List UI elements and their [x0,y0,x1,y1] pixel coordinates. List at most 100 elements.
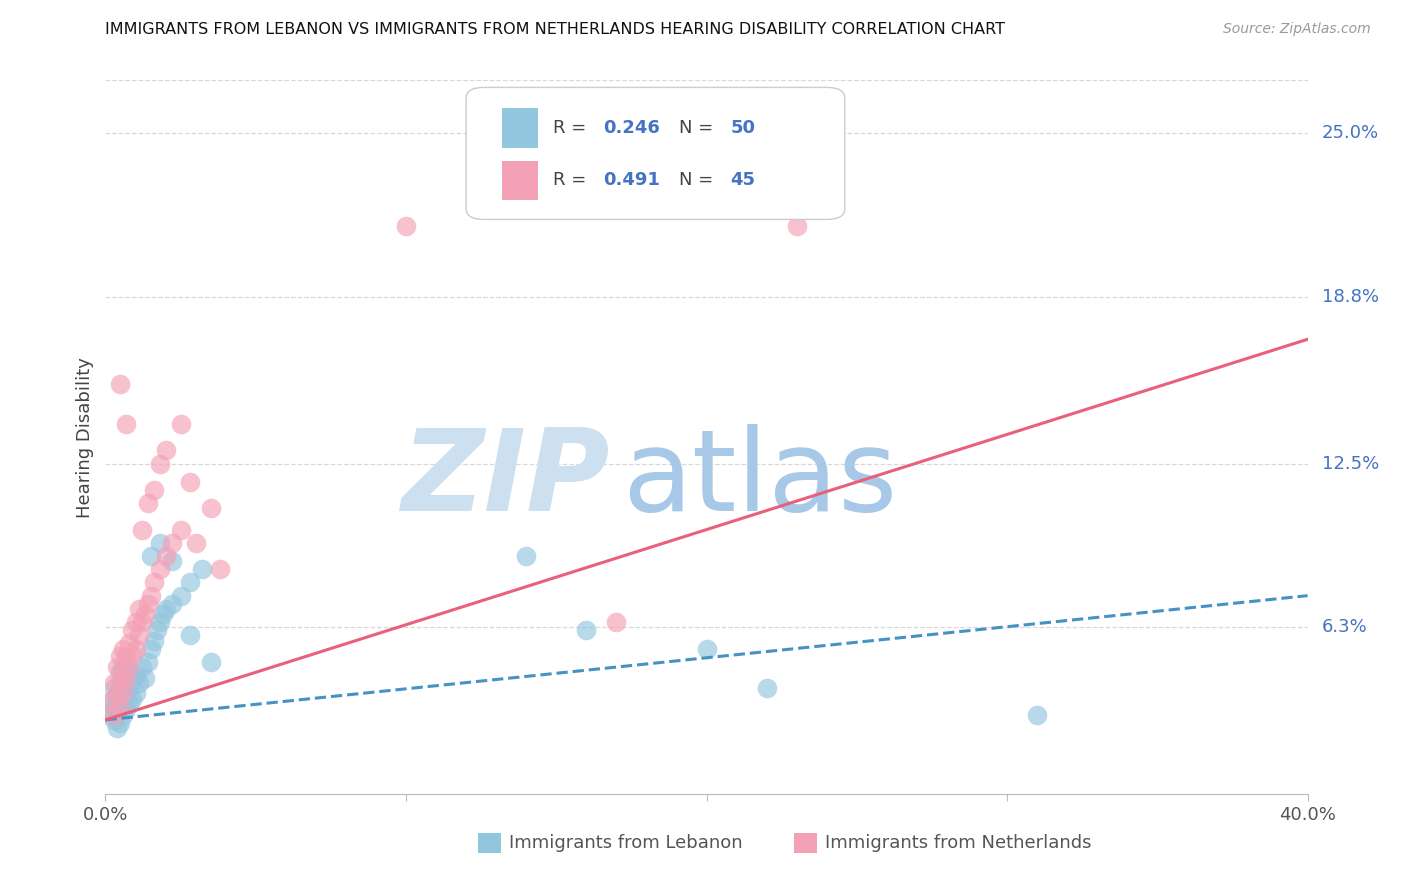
Point [128,628,150,642]
Point [148,457,170,471]
Point [112,694,135,708]
Point [160,536,183,550]
Point [118,681,141,695]
Point [118,697,141,711]
Point [121,623,143,637]
Point [136,655,159,669]
Point [155,443,177,458]
Point [115,649,138,664]
Point [200,655,222,669]
Point [115,702,138,716]
Point [190,562,212,576]
Point [148,536,170,550]
Text: atlas: atlas [623,425,897,535]
Point [136,496,159,510]
Point [179,628,201,642]
Point [169,589,191,603]
Point [160,597,183,611]
Point [118,636,141,650]
Text: 0.246: 0.246 [603,120,659,137]
Point [115,686,138,700]
FancyBboxPatch shape [465,87,845,219]
Text: R =: R = [553,171,592,189]
Point [755,681,778,695]
Point [115,417,138,431]
Point [148,562,170,576]
Point [124,641,146,656]
Point [169,523,191,537]
Point [115,673,138,688]
Point [145,623,167,637]
Point [515,549,537,563]
Point [131,615,153,629]
Point [103,676,125,690]
Text: 6.3%: 6.3% [1322,618,1368,636]
Point [110,699,132,714]
Point [100,694,122,708]
Text: 45: 45 [731,171,755,189]
Point [110,377,132,392]
Point [148,615,170,629]
Text: ZIP: ZIP [402,425,610,535]
Text: 0.491: 0.491 [603,171,659,189]
Point [110,681,132,695]
Point [142,633,165,648]
Point [112,660,135,674]
Point [100,694,122,708]
Point [112,686,135,700]
Point [179,575,201,590]
Text: 12.5%: 12.5% [1322,455,1379,473]
Point [107,686,129,700]
Point [786,219,808,233]
Point [696,641,718,656]
Point [107,660,129,674]
Point [112,663,135,677]
Point [110,673,132,688]
Point [139,589,162,603]
Text: 50: 50 [731,120,755,137]
Point [107,721,129,735]
Point [139,641,162,656]
Text: R =: R = [553,120,592,137]
Point [142,483,165,497]
Text: Immigrants from Lebanon: Immigrants from Lebanon [509,834,742,852]
Point [107,686,129,700]
Point [131,523,153,537]
Point [121,691,143,706]
Point [134,671,156,685]
Point [575,623,598,637]
Point [110,699,132,714]
Point [118,663,141,677]
FancyBboxPatch shape [502,109,538,148]
Point [124,686,146,700]
Point [103,681,125,695]
Point [103,699,125,714]
Point [1026,707,1049,722]
Point [169,417,191,431]
Text: N =: N = [679,171,718,189]
Point [112,707,135,722]
Point [179,475,201,489]
Text: 25.0%: 25.0% [1322,124,1379,142]
Point [155,549,177,563]
Point [152,607,174,622]
Point [200,501,222,516]
FancyBboxPatch shape [502,161,538,200]
Point [134,607,156,622]
Point [124,615,146,629]
Point [110,649,132,664]
Point [124,668,146,682]
Point [139,549,162,563]
Point [395,219,418,233]
Point [155,602,177,616]
Point [103,707,125,722]
Point [128,676,150,690]
Point [128,602,150,616]
Point [115,668,138,682]
Point [160,554,183,568]
Point [184,536,207,550]
Text: Immigrants from Netherlands: Immigrants from Netherlands [825,834,1092,852]
Text: N =: N = [679,120,718,137]
Point [112,641,135,656]
Text: Source: ZipAtlas.com: Source: ZipAtlas.com [1223,22,1371,37]
